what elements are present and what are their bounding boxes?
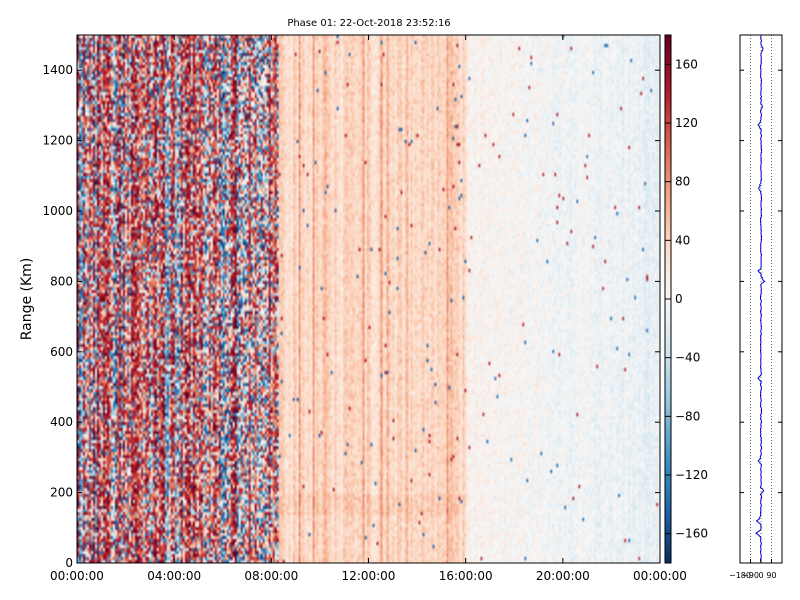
x-tick-label: 00:00:00 [633,569,687,583]
x-tick-label: 00:00:00 [50,569,104,583]
heatmap-image [77,35,660,563]
colorbar-tick-label: 80 [675,175,690,189]
y-tick-label: 200 [50,486,73,500]
colorbar-tick-label: −80 [675,409,700,423]
y-tick-label: 0 [65,556,73,570]
y-tick-label: 1400 [42,63,73,77]
y-tick-label: 1200 [42,134,73,148]
profile-x-tick-label: 0 [758,571,763,580]
x-axis: 00:00:00 04:00:00 08:00:00 12:00:00 16:00:00… [50,35,687,583]
colorbar: 160 120 80 40 0 −40 −80 −120 −160 [664,34,708,564]
x-tick-label: 20:00:00 [536,569,590,583]
y-axis-label: Range (Km) [19,258,35,341]
colorbar-tick-label: 40 [675,233,690,247]
colorbar-tick-label: 0 [675,292,683,306]
colorbar-tick-label: −160 [675,527,708,541]
x-tick-label: 04:00:00 [147,569,201,583]
profile-x-tick-label: 90 [766,571,776,580]
y-tick-label: 600 [50,345,73,359]
x-tick-label: 12:00:00 [342,569,396,583]
y-tick-label: 400 [50,415,73,429]
chart-title: Phase 01: 22-Oct-2018 23:52:16 [287,18,450,29]
profile-line [754,34,766,564]
colorbar-tick-label: −120 [675,468,708,482]
colorbar-ticks: 160 120 80 40 0 −40 −80 −120 −160 [665,57,708,541]
profile-x-tick-label: −90 [742,571,759,580]
colorbar-tick-label: −40 [675,351,700,365]
y-tick-label: 1000 [42,204,73,218]
heatmap-plot: 00:00:00 04:00:00 08:00:00 12:00:00 16:00:00… [42,34,687,583]
profile-plot: −180−90 0 90 [729,34,783,580]
y-tick-label: 800 [50,274,73,288]
profile-x-tick-label: −180 [729,571,751,580]
profile-axis: −180−90 0 90 [729,69,782,580]
colorbar-tick-label: 160 [675,57,698,71]
x-tick-label: 16:00:00 [439,569,493,583]
y-axis: 0 200 400 600 800 1000 1200 1400 [42,63,660,570]
x-tick-label: 08:00:00 [244,569,298,583]
colorbar-tick-label: 120 [675,116,698,130]
